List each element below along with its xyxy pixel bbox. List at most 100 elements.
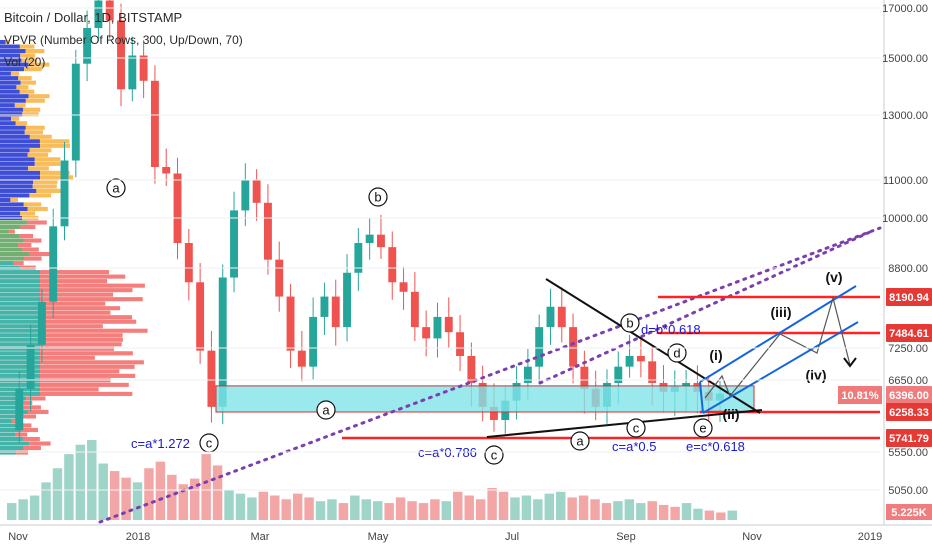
volume-bar-38 (441, 501, 452, 520)
fib-note-4: e=c*0.618 (686, 439, 745, 454)
vpvr-down-1 (19, 44, 35, 49)
volume-bar-56 (647, 501, 657, 520)
candle-body-24 (275, 259, 284, 297)
channel-lower (702, 321, 859, 414)
volume-bar-51 (590, 499, 600, 520)
volume-bar-43 (498, 491, 509, 520)
price-tag-bg-2 (886, 386, 932, 404)
vpvr-up-15 (0, 107, 24, 112)
vpvr-down-90 (23, 445, 41, 451)
wave-label-3: a (322, 403, 330, 418)
vpvr-up-48 (0, 256, 24, 261)
vpvr-down-23 (40, 143, 70, 148)
vpvr-down-82 (27, 409, 49, 415)
vpvr-up-40 (0, 220, 27, 225)
vpvr-down-8 (18, 76, 32, 81)
volume-bar-39 (453, 491, 463, 520)
vpvr-down-73 (40, 369, 120, 374)
channel-left (699, 381, 704, 414)
vpvr-up-36 (0, 202, 24, 207)
vpvr-up-80 (0, 400, 19, 405)
vpvr-up-88 (0, 436, 23, 442)
vpvr-up-62 (0, 319, 40, 324)
vpvr-down-41 (20, 224, 36, 230)
vpvr-up-65 (0, 333, 40, 338)
wave-label-5: a (576, 434, 584, 449)
vpvr-down-54 (40, 283, 145, 288)
volume-indicator-label[interactable]: Vol (20) (4, 55, 46, 69)
volume-bar-60 (693, 508, 703, 520)
vpvr-down-43 (19, 233, 34, 239)
triangle-upper-line (545, 278, 761, 414)
wave-label-4: c (491, 448, 498, 463)
vpvr-down-63 (40, 324, 103, 329)
vpvr-down-61 (40, 315, 133, 320)
vpvr-indicator-label[interactable]: VPVR (Number Of Rows, 300, Up/Down, 70) (4, 33, 243, 47)
volume-bars (7, 440, 737, 520)
vpvr-up-27 (0, 161, 35, 166)
vpvr-down-49 (13, 261, 24, 266)
vpvr-up-56 (0, 292, 40, 297)
candle-body-10 (117, 20, 125, 90)
candle-body-32 (365, 234, 374, 243)
volume-bar-9 (109, 471, 120, 520)
volume-bar-19 (224, 489, 234, 520)
wave-label-circle-7 (626, 418, 646, 438)
candle-body-36 (410, 291, 419, 328)
vpvr-up-18 (0, 121, 16, 126)
candle-body-9 (105, 0, 114, 21)
candle-body-25 (286, 296, 295, 351)
volume-bar-47 (544, 493, 554, 520)
candle-body-37 (422, 327, 431, 339)
vpvr-down-0 (5, 40, 10, 45)
vpvr-up-67 (0, 342, 40, 347)
symbol-title[interactable]: Bitcoin / Dollar, 1D, BITSTAMP (4, 10, 183, 25)
vpvr-up-49 (0, 261, 14, 266)
wave-label-12: (iii) (771, 304, 792, 320)
volume-bar-29 (338, 503, 349, 520)
vpvr-down-64 (40, 328, 148, 333)
vpvr-up-87 (0, 432, 16, 437)
price-tick-2: 13000.00 (882, 110, 928, 122)
candle-body-29 (331, 296, 340, 328)
vpvr-down-34 (29, 193, 52, 198)
volume-bar-14 (167, 474, 177, 520)
vpvr-up-22 (0, 139, 40, 144)
volume-bar-52 (601, 503, 612, 520)
candle-body-35 (399, 282, 408, 292)
volume-bar-11 (132, 482, 143, 520)
vpvr-up-9 (0, 80, 21, 85)
vpvr-down-5 (28, 62, 50, 67)
vpvr-up-35 (0, 197, 11, 202)
wave-label-11: (ii) (722, 406, 739, 422)
volume-bar-13 (155, 461, 166, 520)
vpvr-down-20 (24, 130, 43, 135)
candle-body-54 (614, 366, 623, 383)
price-tick-6: 7250.00 (888, 343, 928, 355)
vpvr-up-11 (0, 89, 20, 94)
vpvr-down-32 (32, 184, 57, 189)
wave-label-0: a (112, 181, 120, 196)
vpvr-down-40 (26, 220, 47, 225)
price-tick-0: 17000.00 (882, 3, 928, 15)
candle-body-40 (456, 332, 465, 356)
volume-bar-44 (510, 497, 520, 520)
candle-body-15 (173, 173, 182, 243)
vpvr-up-2 (0, 49, 26, 54)
volume-bar-3 (41, 482, 51, 520)
vpvr-up-72 (0, 364, 40, 369)
vpvr-down-44 (23, 238, 42, 243)
vpvr-down-4 (21, 58, 38, 63)
vpvr-up-43 (0, 233, 20, 239)
dotted-trendline-lower (98, 226, 882, 524)
volume-bar-0 (7, 503, 17, 520)
candle-body-1 (15, 388, 24, 431)
candle-body-19 (218, 277, 227, 407)
wave-label-9: e (699, 421, 706, 436)
vpvr-up-66 (0, 337, 40, 342)
candle-body-33 (376, 234, 385, 248)
vpvr-down-16 (22, 112, 39, 117)
vpvr-up-45 (0, 242, 19, 248)
vpvr-down-14 (14, 103, 26, 108)
